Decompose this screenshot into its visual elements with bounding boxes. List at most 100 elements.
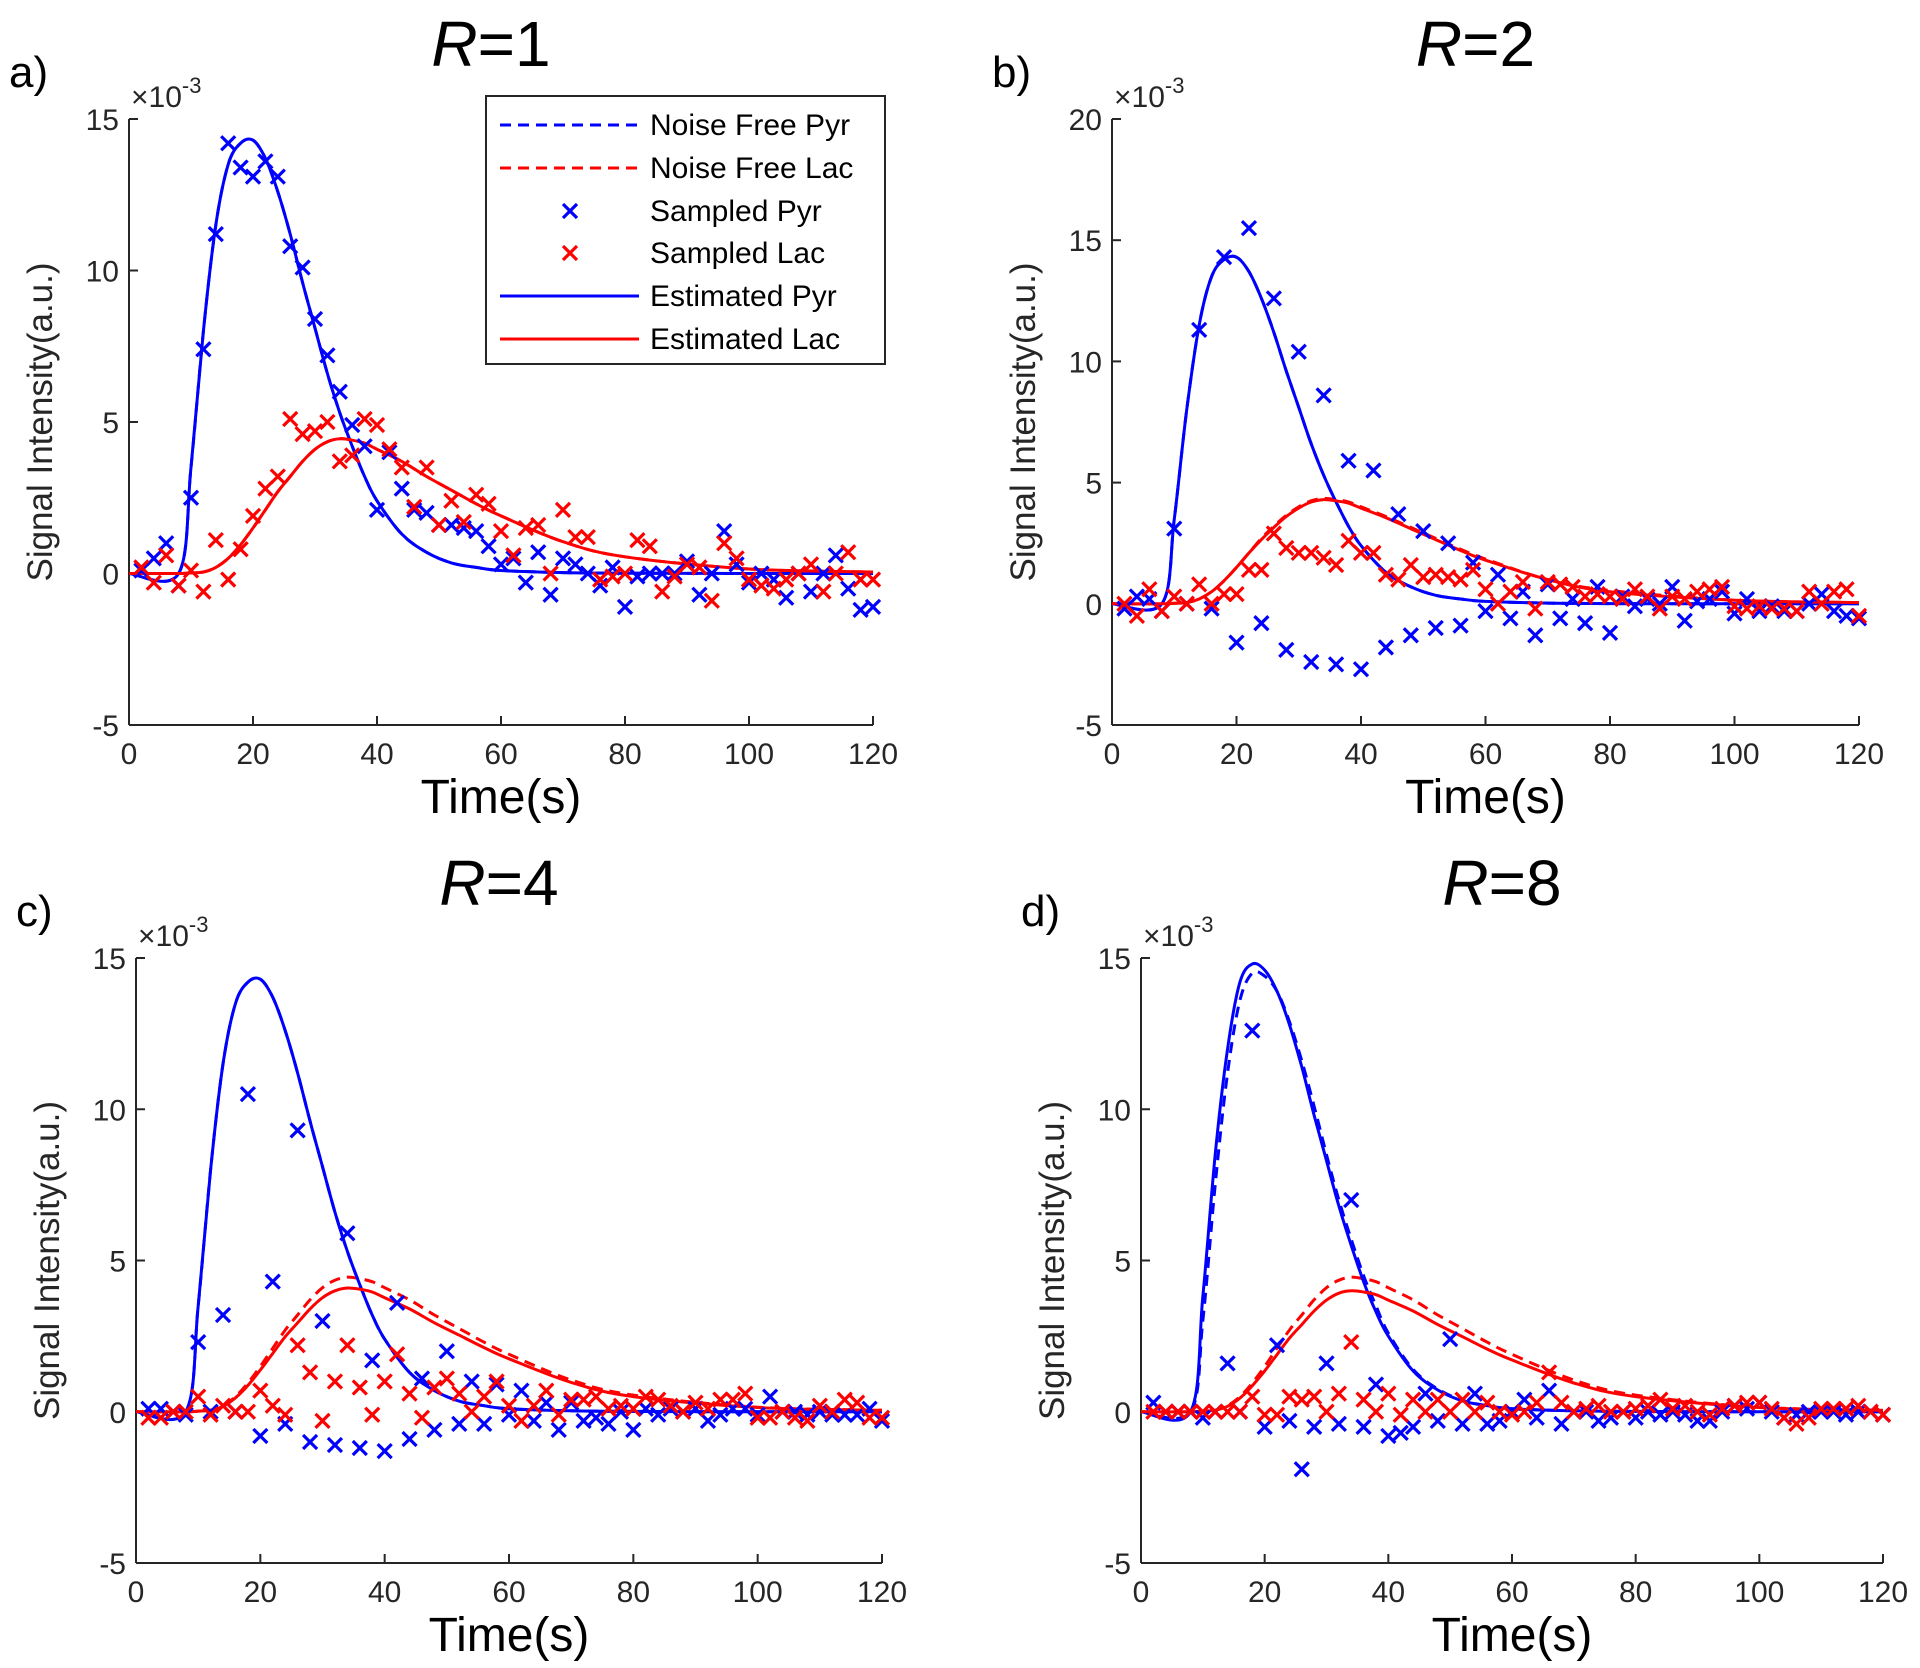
sampled-pyr-point <box>753 565 770 582</box>
sampled-pyr-point <box>418 504 435 522</box>
sampled-lac-point <box>1417 1403 1434 1420</box>
y-tick-label: 15 <box>86 104 119 137</box>
title-value: =4 <box>486 847 559 919</box>
sampled-lac-point <box>1813 1400 1830 1417</box>
sampled-lac-point <box>740 571 758 588</box>
sampled-lac-point <box>488 1373 505 1390</box>
sampled-lac-point <box>1589 585 1606 603</box>
sampled-pyr-point <box>463 1373 480 1390</box>
x-tick-label: 80 <box>1619 1576 1652 1609</box>
sampled-lac-point <box>1825 1400 1842 1417</box>
sampled-pyr-point <box>1303 653 1320 671</box>
multiplier-base: ×10 <box>138 920 189 953</box>
sampled-pyr-point <box>232 159 249 176</box>
sampled-pyr-point <box>513 1382 530 1399</box>
sampled-pyr-point <box>811 1403 828 1420</box>
sampled-lac-point <box>1627 1400 1644 1417</box>
sampled-lac-point <box>1281 1388 1298 1405</box>
sampled-pyr-point <box>468 522 485 540</box>
sampled-pyr-point <box>289 1122 306 1139</box>
sampled-lac-point <box>252 1382 269 1399</box>
y-tick-label: 5 <box>1114 1246 1131 1279</box>
sampled-lac-point <box>257 480 274 497</box>
sampled-lac-point <box>331 453 348 470</box>
sampled-lac-point <box>1776 600 1793 617</box>
y-tick-label: 15 <box>1098 943 1131 976</box>
sampled-pyr-point <box>1713 583 1731 600</box>
sampled-lac-point <box>1355 1391 1372 1408</box>
sampled-lac-point <box>840 544 857 561</box>
sampled-lac-point <box>612 1397 630 1414</box>
sampled-lac-point <box>1489 595 1507 612</box>
x-axis-label: Time(s) <box>421 771 582 824</box>
legend-label: Estimated Lac <box>650 323 840 356</box>
panel-title: R=2 <box>1416 8 1535 80</box>
sampled-pyr-point <box>1228 634 1245 651</box>
sampled-pyr-point <box>257 153 274 170</box>
sampled-pyr-point <box>563 1394 580 1411</box>
sampled-pyr-point <box>749 1406 766 1423</box>
sampled-pyr-point <box>629 568 646 585</box>
sampled-pyr-point <box>1440 535 1457 552</box>
sampled-pyr-point <box>1477 602 1494 620</box>
sampled-pyr-point <box>579 565 596 582</box>
sampled-pyr-point <box>381 444 398 461</box>
sampled-pyr-point <box>1751 602 1768 620</box>
sampled-pyr-point <box>239 1085 257 1103</box>
sampled-pyr-point <box>662 1400 679 1417</box>
sampled-lac-point <box>1664 1400 1681 1417</box>
legend-label: Sampled Pyr <box>650 195 822 228</box>
sampled-lac-point <box>1539 573 1556 591</box>
sampled-lac-point <box>165 1403 182 1420</box>
sampled-lac-point <box>244 507 262 525</box>
sampled-lac-point <box>1145 1403 1162 1420</box>
sampled-lac-point <box>1825 583 1843 600</box>
sampled-lac-point <box>1128 607 1146 625</box>
x-tick-label: 80 <box>608 738 641 771</box>
sampled-pyr-point <box>1564 590 1581 608</box>
sampled-lac-point <box>637 1388 654 1405</box>
sampled-lac-point <box>393 459 410 476</box>
sampled-lac-point <box>513 1412 530 1429</box>
sampled-pyr-point <box>824 1406 841 1423</box>
sampled-lac-point <box>480 495 497 512</box>
sampled-lac-point <box>1639 1397 1657 1414</box>
y-tick-label: 10 <box>1098 1094 1131 1127</box>
sampled-lac-point <box>406 498 423 515</box>
y-axis-multiplier: ×10-3 <box>138 912 208 953</box>
sampled-pyr-point <box>438 1343 455 1360</box>
sampled-pyr-point <box>699 1412 717 1429</box>
sampled-pyr-point <box>331 383 348 400</box>
sampled-lac-point <box>1367 1403 1385 1420</box>
sampled-pyr-point <box>443 516 460 534</box>
sampled-pyr-point <box>517 574 534 591</box>
sampled-lac-point <box>182 562 200 579</box>
sampled-pyr-point <box>356 438 373 455</box>
sampled-pyr-point <box>368 501 386 519</box>
sampled-lac-point <box>356 410 373 428</box>
sampled-lac-point <box>1602 1403 1620 1420</box>
sampled-lac-point <box>1516 1403 1533 1420</box>
sampled-lac-point <box>1330 1385 1348 1402</box>
sampled-lac-point <box>616 565 634 582</box>
sampled-lac-point <box>654 583 671 600</box>
sampled-lac-point <box>1207 1403 1224 1420</box>
sampled-pyr-point <box>1427 619 1444 637</box>
sampled-pyr-point <box>158 535 175 552</box>
legend-box <box>485 95 886 365</box>
y-tick-label: 15 <box>93 943 126 976</box>
sampled-lac-point <box>207 532 224 549</box>
sampled-lac-point <box>1404 1391 1422 1408</box>
x-tick-label: 100 <box>724 738 774 771</box>
sampled-lac-point <box>728 550 745 567</box>
sampled-pyr-point <box>1601 624 1619 642</box>
sampled-lac-point <box>1352 544 1370 562</box>
sampled-pyr-point <box>220 135 237 152</box>
sampled-lac-point <box>662 1397 679 1414</box>
sampled-lac-point <box>1194 1403 1211 1420</box>
sampled-pyr-point <box>301 1433 319 1451</box>
sampled-lac-point <box>1788 602 1805 620</box>
sampled-pyr-point <box>575 1412 592 1429</box>
sampled-pyr-point <box>1340 452 1357 469</box>
